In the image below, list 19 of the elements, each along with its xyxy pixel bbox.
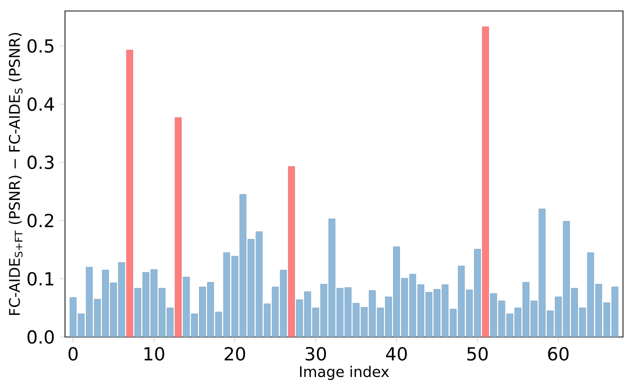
y-tick-label: 0.5 (28, 39, 54, 53)
y-tick-label: 0.2 (28, 214, 54, 228)
y-axis-title: FC-AIDE$_{S+FT}$ (PSNR) − FC-AIDE$_{S}$ (PSNR) (8, 32, 23, 315)
x-tick-label: 10 (144, 347, 164, 361)
y-tick-label: 0.0 (28, 330, 54, 344)
x-tick-label: 30 (306, 347, 326, 361)
x-tick-label: 20 (224, 347, 246, 361)
x-tick-label: 0 (68, 347, 78, 361)
x-tick-label: 40 (386, 347, 407, 361)
bar (288, 166, 295, 337)
y-tick-label: 0.1 (28, 272, 54, 286)
y-tick-label: 0.3 (28, 156, 54, 170)
y-tick-label: 0.4 (28, 97, 54, 111)
bar (174, 117, 182, 337)
x-tick-label: 50 (467, 347, 488, 361)
x-tick-label: 60 (548, 347, 569, 361)
bar (126, 50, 134, 337)
bar (482, 26, 489, 337)
x-axis-title: Image index (300, 366, 389, 380)
